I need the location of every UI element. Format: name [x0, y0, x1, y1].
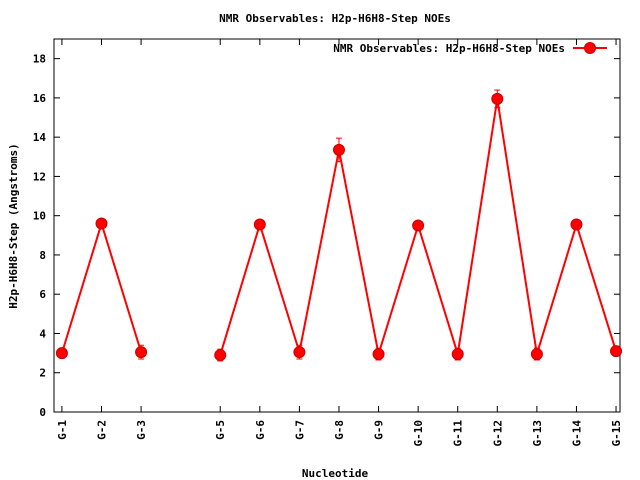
plot-frame	[53, 38, 621, 413]
y-axis-label: H2p-H6H8-Step (Angstroms)	[7, 143, 20, 309]
x-tick-label: G-12	[491, 420, 504, 447]
x-tick-label: G-6	[254, 420, 267, 440]
data-point	[372, 348, 385, 361]
axis-ticks: 0 2 4 6 8 10 12 14 16 18 G-1 G-2 G-3 G-5 G-6 G-7 G-8 G-9 G…	[33, 39, 623, 447]
series-line	[60, 220, 143, 354]
y-tick-label: 4	[39, 327, 46, 340]
x-tick-label: G-15	[610, 420, 623, 447]
series-group	[55, 89, 623, 362]
y-tick-label: 14	[33, 131, 47, 144]
x-tick-label: G-14	[570, 420, 583, 447]
data-point	[451, 348, 464, 361]
legend-label: NMR Observables: H2p-H6H8-Step NOEs	[333, 42, 565, 55]
data-point	[293, 346, 306, 359]
x-tick-label: G-8	[333, 420, 346, 440]
x-tick-label: G-7	[293, 420, 306, 440]
y-tick-label: 0	[39, 406, 46, 419]
data-point	[491, 92, 504, 105]
y-tick-label: 16	[33, 92, 47, 105]
data-point	[55, 347, 68, 360]
data-point	[95, 217, 108, 230]
y-tick-label: 10	[33, 210, 46, 223]
x-tick-label: G-11	[452, 420, 465, 447]
data-point	[412, 219, 425, 232]
x-tick-label: G-9	[373, 420, 386, 440]
x-tick-label: G-10	[412, 420, 425, 447]
x-axis-label: Nucleotide	[302, 467, 369, 480]
data-point	[214, 349, 227, 362]
y-tick-label: 6	[39, 288, 46, 301]
data-point	[610, 345, 623, 358]
x-tick-label: G-2	[95, 420, 108, 440]
x-tick-label: G-13	[531, 420, 544, 447]
data-point	[530, 348, 543, 361]
y-tick-label: 12	[33, 170, 46, 183]
y-tick-label: 8	[39, 249, 46, 262]
x-tick-label: G-3	[135, 420, 148, 440]
data-point	[253, 218, 266, 231]
data-point	[570, 218, 583, 231]
data-point	[135, 346, 148, 359]
x-tick-label: G-1	[56, 420, 69, 440]
data-point	[332, 143, 345, 156]
y-tick-label: 2	[39, 367, 46, 380]
y-tick-label: 18	[33, 53, 46, 66]
x-tick-label: G-5	[214, 420, 227, 440]
chart-title: NMR Observables: H2p-H6H8-Step NOEs	[219, 12, 451, 25]
legend: NMR Observables: H2p-H6H8-Step NOEs	[333, 42, 607, 55]
